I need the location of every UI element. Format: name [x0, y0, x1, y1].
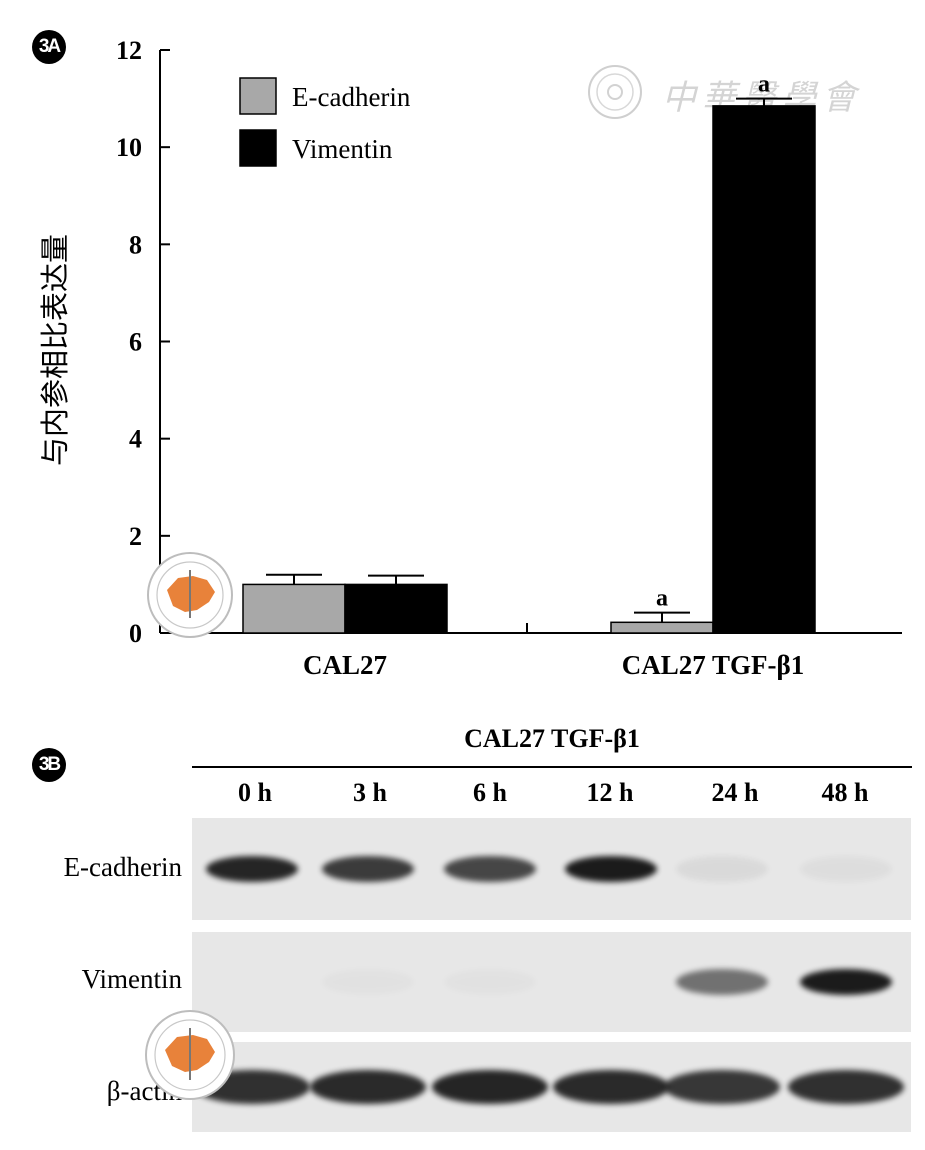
blot-header: CAL27 TGF-β1 [464, 724, 640, 753]
lane-label: 12 h [586, 778, 634, 807]
blot-band [444, 969, 536, 995]
lane-label: 6 h [473, 778, 507, 807]
panel-label-a: 3A [32, 30, 66, 64]
blot-band [565, 856, 657, 882]
legend-label: Vimentin [292, 134, 393, 164]
blot-band [664, 1070, 780, 1104]
panel-label-b: 3B [32, 748, 66, 782]
y-tick-label: 6 [129, 328, 142, 357]
blot-band [676, 969, 768, 995]
bar-chart: 0 2 4 6 8 10 12 与内参相比表达量 CAL27 a a CAL27 TGF-β1 E-ca… [38, 36, 902, 680]
bar [610, 621, 714, 634]
blot-band [206, 856, 298, 882]
lane-label: 48 h [821, 778, 869, 807]
lane-label: 24 h [711, 778, 759, 807]
header-divider [192, 766, 912, 768]
lane-label: 0 h [238, 778, 272, 807]
legend-swatch [239, 77, 277, 115]
bar [344, 583, 448, 634]
bar [712, 105, 816, 634]
y-tick-label: 4 [129, 425, 142, 454]
x-category-label: CAL27 [303, 650, 387, 680]
significance-label: a [758, 72, 770, 98]
y-tick-label: 12 [116, 36, 142, 65]
blot-band [553, 1070, 669, 1104]
lane-label: 3 h [353, 778, 387, 807]
blot-band [310, 1070, 426, 1104]
blot-band [322, 856, 414, 882]
bar [242, 583, 346, 634]
y-axis-label: 与内参相比表达量 [38, 234, 72, 466]
blot-band [432, 1070, 548, 1104]
y-tick-label: 10 [116, 133, 142, 162]
y-tick-label: 8 [129, 230, 142, 259]
blot-strip [192, 1042, 911, 1132]
blot-band [444, 856, 536, 882]
blot-band [322, 969, 414, 995]
blot-band [800, 969, 892, 995]
significance-label: a [656, 586, 668, 612]
blot-strip [192, 818, 911, 920]
x-category-label: CAL27 TGF-β1 [622, 650, 805, 680]
row-label-vimentin: Vimentin [81, 964, 182, 994]
blot-band [788, 1070, 904, 1104]
cma-seal-watermark-a [145, 550, 235, 640]
row-label-e-cadherin: E-cadherin [63, 852, 182, 882]
y-tick-label: 0 [129, 619, 142, 648]
cma-seal-watermark-b [143, 1008, 237, 1102]
legend-label: E-cadherin [292, 82, 411, 112]
blot-band [800, 856, 892, 882]
blot-band [676, 856, 768, 882]
blot-strip [192, 932, 911, 1032]
legend-swatch [239, 129, 277, 167]
y-tick-label: 2 [129, 522, 142, 551]
